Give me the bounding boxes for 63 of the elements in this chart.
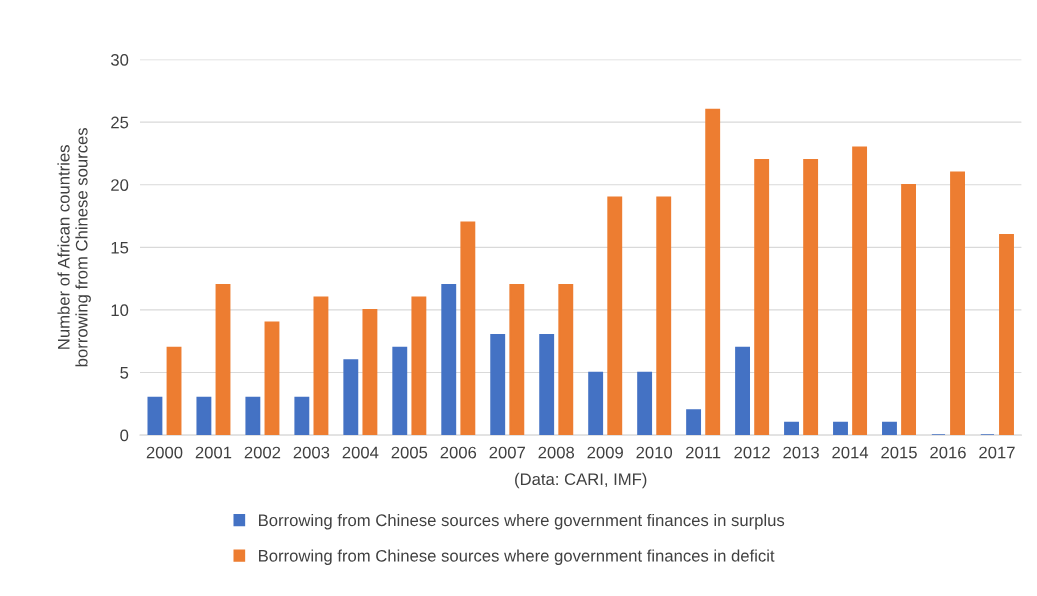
- y-tick-label: 0: [120, 429, 129, 442]
- bar: [833, 421, 848, 436]
- y-tick-label: 20: [111, 179, 129, 191]
- x-tick-label: 2003: [293, 446, 330, 459]
- bar: [313, 296, 329, 436]
- x-tick-label: 2013: [783, 446, 819, 459]
- bar: [784, 421, 799, 436]
- bar: [637, 371, 653, 436]
- x-tick-label: 2017: [979, 446, 1015, 459]
- legend-label: Borrowing from Chinese sources where government finances in surplus: [259, 513, 785, 530]
- bar: [196, 396, 212, 436]
- x-tick-label: 2007: [489, 446, 525, 459]
- y-tick-label: 30: [110, 54, 129, 66]
- bar: [901, 183, 917, 436]
- y-tick-label: 15: [111, 241, 129, 254]
- y-tick-label: 5: [120, 367, 129, 379]
- bar: [656, 196, 672, 436]
- bar: [294, 396, 310, 436]
- bar: [460, 221, 476, 436]
- bar: [411, 296, 427, 436]
- bar: [539, 334, 555, 436]
- x-tick-label: 2015: [881, 446, 917, 459]
- x-tick-label: 2006: [440, 446, 477, 459]
- bar: [686, 409, 702, 436]
- bar: [509, 284, 525, 436]
- bar: [166, 346, 182, 436]
- bar: [245, 396, 261, 436]
- x-tick-label: 2000: [146, 446, 183, 459]
- x-tick-label: 2005: [391, 446, 428, 459]
- bar: [490, 334, 506, 436]
- bar: [392, 346, 408, 436]
- bar: [882, 421, 897, 436]
- bar: [705, 108, 721, 436]
- x-tick-label: 2011: [686, 446, 721, 459]
- y-tick-label: 10: [111, 304, 129, 317]
- bar: [754, 158, 770, 436]
- bar: [588, 371, 604, 436]
- bar: [558, 284, 574, 436]
- x-tick-label: 2002: [244, 446, 281, 459]
- bar: [950, 171, 965, 436]
- y-axis-title: Number of African countries borrowing from Chinese sources: [57, 127, 91, 367]
- bar: [607, 196, 623, 436]
- y-tick-label: 25: [111, 116, 129, 129]
- x-tick-label: 2004: [342, 446, 379, 459]
- bar: [215, 284, 231, 436]
- bar: [735, 346, 751, 436]
- bar: [343, 359, 359, 436]
- x-tick-label: 2014: [832, 446, 869, 459]
- x-tick-label: 2009: [587, 446, 623, 459]
- bar: [264, 321, 280, 436]
- x-tick-label: 2012: [734, 446, 770, 459]
- bar: [852, 146, 868, 436]
- bar: [362, 309, 378, 436]
- bar: [441, 284, 457, 436]
- bar: [147, 396, 163, 436]
- x-tick-label: 2010: [636, 446, 673, 459]
- x-axis-title: (Data: CARI, IMF): [515, 472, 647, 489]
- legend-label: Borrowing from Chinese sources where government finances in deficit: [259, 549, 775, 565]
- bar: [999, 233, 1014, 436]
- x-tick-label: 2016: [930, 446, 966, 459]
- x-tick-label: 2001: [195, 446, 232, 459]
- bar: [803, 158, 819, 436]
- x-tick-label: 2008: [538, 446, 575, 459]
